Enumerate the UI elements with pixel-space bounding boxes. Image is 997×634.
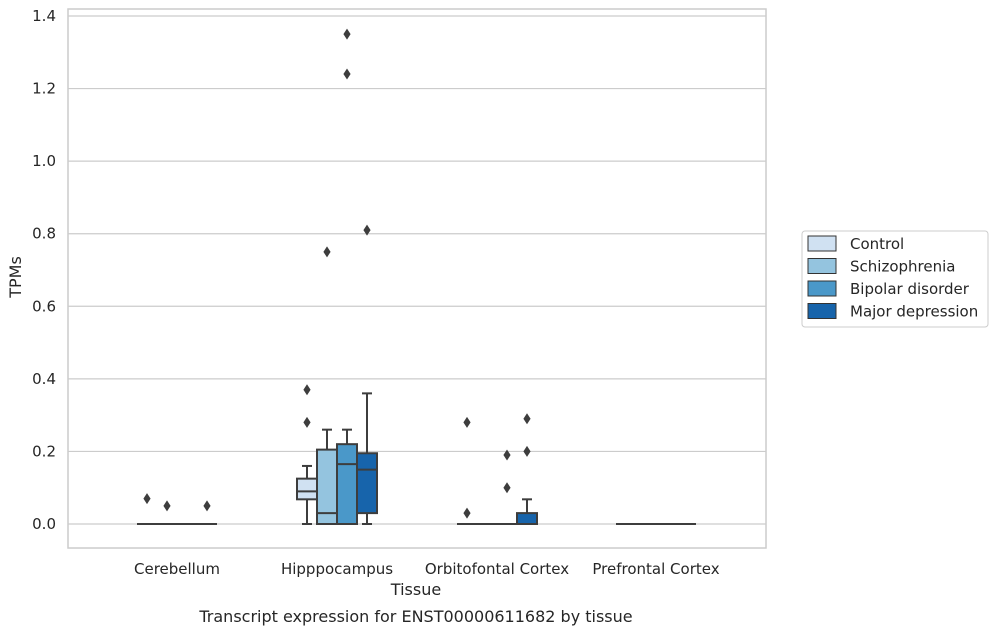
outlier-point	[343, 28, 351, 40]
y-axis-ticks: 0.0 0.2 0.4 0.6 0.8 1.0 1.2 1.4	[32, 7, 56, 533]
box-body	[516, 512, 538, 525]
outlier-point	[303, 384, 311, 396]
x-axis-ticks: Cerebellum Hipppocampus Orbitofontal Corte…	[134, 560, 720, 578]
outlier-point	[503, 482, 511, 494]
x-tick-label: Hipppocampus	[281, 560, 393, 578]
legend-label: Control	[850, 235, 904, 253]
y-tick-label: 1.2	[32, 80, 56, 98]
legend-swatch	[807, 235, 837, 252]
box-control	[296, 384, 318, 525]
legend-label: Major depression	[850, 303, 978, 321]
x-tick-label: Orbitofontal Cortex	[425, 560, 569, 578]
y-tick-label: 1.0	[32, 152, 56, 170]
grid-lines	[68, 15, 766, 525]
legend-swatch	[807, 258, 837, 274]
y-tick-label: 0.6	[32, 297, 56, 315]
outlier-point	[503, 449, 511, 461]
legend: Control Schizophrenia Bipolar disorder Majo…	[801, 230, 989, 328]
box-control	[457, 416, 477, 525]
box-bipolar-disorder	[336, 28, 358, 525]
outlier-point	[163, 500, 171, 512]
y-axis-title: TPMs	[6, 256, 25, 299]
box-schizophrenia	[316, 246, 338, 525]
legend-swatch	[807, 303, 837, 319]
box-control	[137, 493, 157, 525]
box-bipolar-disorder	[497, 449, 517, 525]
outlier-point	[343, 68, 351, 80]
x-tick-label: Prefrontal Cortex	[592, 560, 719, 578]
legend-frame	[801, 230, 989, 328]
legend-label: Schizophrenia	[850, 258, 955, 276]
outlier-point	[303, 416, 311, 428]
outlier-point	[463, 416, 471, 428]
legend-label: Bipolar disorder	[850, 280, 970, 298]
box-layer	[137, 28, 696, 525]
legend-swatch	[807, 280, 837, 297]
legend-items: Control Schizophrenia Bipolar disorder Majo…	[807, 235, 978, 321]
box-major-depression	[356, 224, 378, 525]
outlier-point	[363, 224, 371, 236]
chart-caption: Transcript expression for ENST0000061168…	[198, 607, 632, 626]
x-tick-label: Cerebellum	[134, 560, 220, 578]
x-axis-title: Tissue	[390, 580, 441, 599]
outlier-point	[323, 246, 331, 258]
y-tick-label: 0.8	[32, 225, 56, 243]
box-body	[356, 452, 378, 515]
y-tick-label: 0.4	[32, 370, 56, 388]
outlier-point	[523, 445, 531, 457]
box-major-depression	[197, 500, 217, 525]
outlier-point	[203, 500, 211, 512]
box-body	[336, 443, 358, 525]
box-schizophrenia	[157, 500, 177, 525]
y-tick-label: 1.4	[32, 7, 56, 25]
y-tick-label: 0.0	[32, 515, 56, 533]
y-tick-label: 0.2	[32, 442, 56, 460]
outlier-point	[143, 493, 151, 505]
plot-area-frame	[67, 8, 767, 549]
outlier-point	[463, 507, 471, 519]
box-body	[296, 477, 318, 501]
outlier-point	[523, 413, 531, 425]
box-major-depression	[516, 413, 538, 525]
